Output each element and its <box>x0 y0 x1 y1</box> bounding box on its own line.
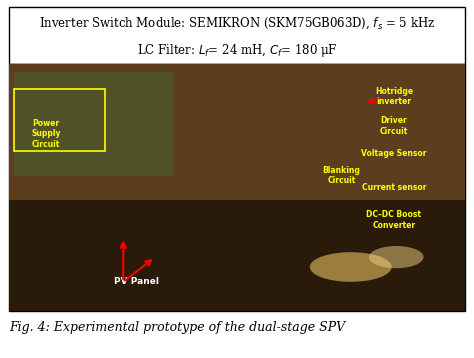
Ellipse shape <box>369 246 424 268</box>
Bar <box>14 72 173 175</box>
Text: Blanking
Circuit: Blanking Circuit <box>323 166 361 185</box>
Text: Fig. 4: Experimental prototype of the dual-stage SPV: Fig. 4: Experimental prototype of the du… <box>9 321 346 334</box>
Text: LC Filter: $L_f$= 24 mH, $C_f$= 180 μF: LC Filter: $L_f$= 24 mH, $C_f$= 180 μF <box>137 42 337 59</box>
Text: PV Panel: PV Panel <box>114 277 159 286</box>
Text: DC–DC Boost
Converter: DC–DC Boost Converter <box>366 211 421 230</box>
Bar <box>9 64 465 200</box>
FancyBboxPatch shape <box>9 64 465 311</box>
Text: Inverter Switch Module: SEMIKRON (SKM75GB063D), $f_s$ = 5 kHz: Inverter Switch Module: SEMIKRON (SKM75G… <box>39 15 435 31</box>
Text: Current sensor: Current sensor <box>362 183 426 193</box>
Text: Driver
Circuit: Driver Circuit <box>380 116 408 136</box>
Ellipse shape <box>310 252 392 282</box>
Text: Hotridge
Inverter: Hotridge Inverter <box>375 87 413 106</box>
Text: Power
Supply
Circuit: Power Supply Circuit <box>31 119 61 149</box>
Text: Voltage Sensor: Voltage Sensor <box>361 149 427 158</box>
Bar <box>9 200 465 311</box>
FancyBboxPatch shape <box>9 7 465 64</box>
